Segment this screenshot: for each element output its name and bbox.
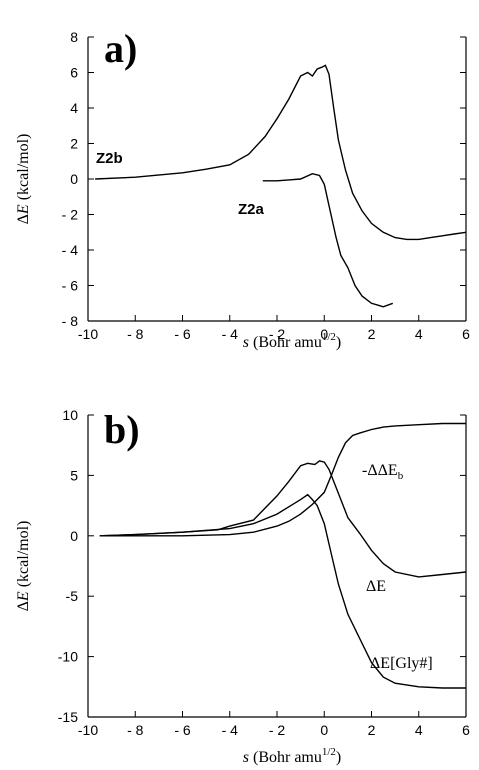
x-tick-label: - 2 (269, 722, 286, 738)
x-tick-label: - 2 (269, 326, 286, 342)
x-tick-label: 4 (415, 326, 423, 342)
series-label: -ΔΔEb (362, 462, 404, 482)
series-line (95, 64, 467, 241)
x-axis-label: s (Bohr amu1/2) (243, 331, 342, 351)
panel-label: a) (104, 26, 137, 71)
series-label: Z2b (96, 150, 123, 167)
x-tick-label: - 6 (174, 722, 191, 738)
y-tick-label: 4 (70, 100, 78, 116)
x-tick-label: 6 (462, 326, 470, 342)
y-tick-label: 0 (70, 528, 78, 544)
y-tick-label: - 2 (62, 207, 79, 223)
y-tick-label: - 4 (62, 242, 79, 258)
x-tick-label: 4 (415, 722, 423, 738)
x-tick-label: -10 (78, 326, 98, 342)
x-axis-label: s (Bohr amu1/2) (243, 746, 342, 766)
x-tick-label: - 4 (222, 326, 239, 342)
x-tick-label: - 6 (174, 326, 191, 342)
y-tick-label: 6 (70, 65, 78, 81)
y-tick-label: -15 (58, 709, 78, 725)
x-tick-label: 2 (368, 722, 376, 738)
x-tick-label: - 8 (127, 326, 144, 342)
y-tick-label: 0 (70, 171, 78, 187)
x-tick-label: 0 (320, 326, 328, 342)
y-axis-label: ΔE (kcal/mol) (15, 521, 32, 612)
x-tick-label: - 8 (127, 722, 144, 738)
y-axis-label: ΔE (kcal/mol) (15, 134, 32, 225)
series-line (99, 460, 467, 578)
series-label: ΔE[Gly#] (370, 655, 433, 672)
y-tick-label: 5 (70, 467, 78, 483)
series-line (262, 172, 394, 308)
y-tick-label: 8 (70, 29, 78, 45)
series-label: ΔE (366, 578, 386, 595)
y-tick-label: - 6 (62, 278, 79, 294)
y-tick-label: 2 (70, 136, 78, 152)
x-tick-label: - 4 (222, 722, 239, 738)
y-tick-label: 10 (62, 407, 78, 423)
x-tick-label: -10 (78, 722, 98, 738)
series-label: Z2a (238, 201, 265, 218)
series-line (99, 493, 466, 689)
y-tick-label: - 8 (62, 313, 79, 329)
x-tick-label: 0 (320, 722, 328, 738)
x-tick-label: 2 (368, 326, 376, 342)
x-tick-label: 6 (462, 722, 470, 738)
y-tick-label: -5 (66, 588, 79, 604)
series-line (99, 422, 466, 537)
panel-label: b) (104, 407, 140, 452)
y-tick-label: -10 (58, 649, 78, 665)
